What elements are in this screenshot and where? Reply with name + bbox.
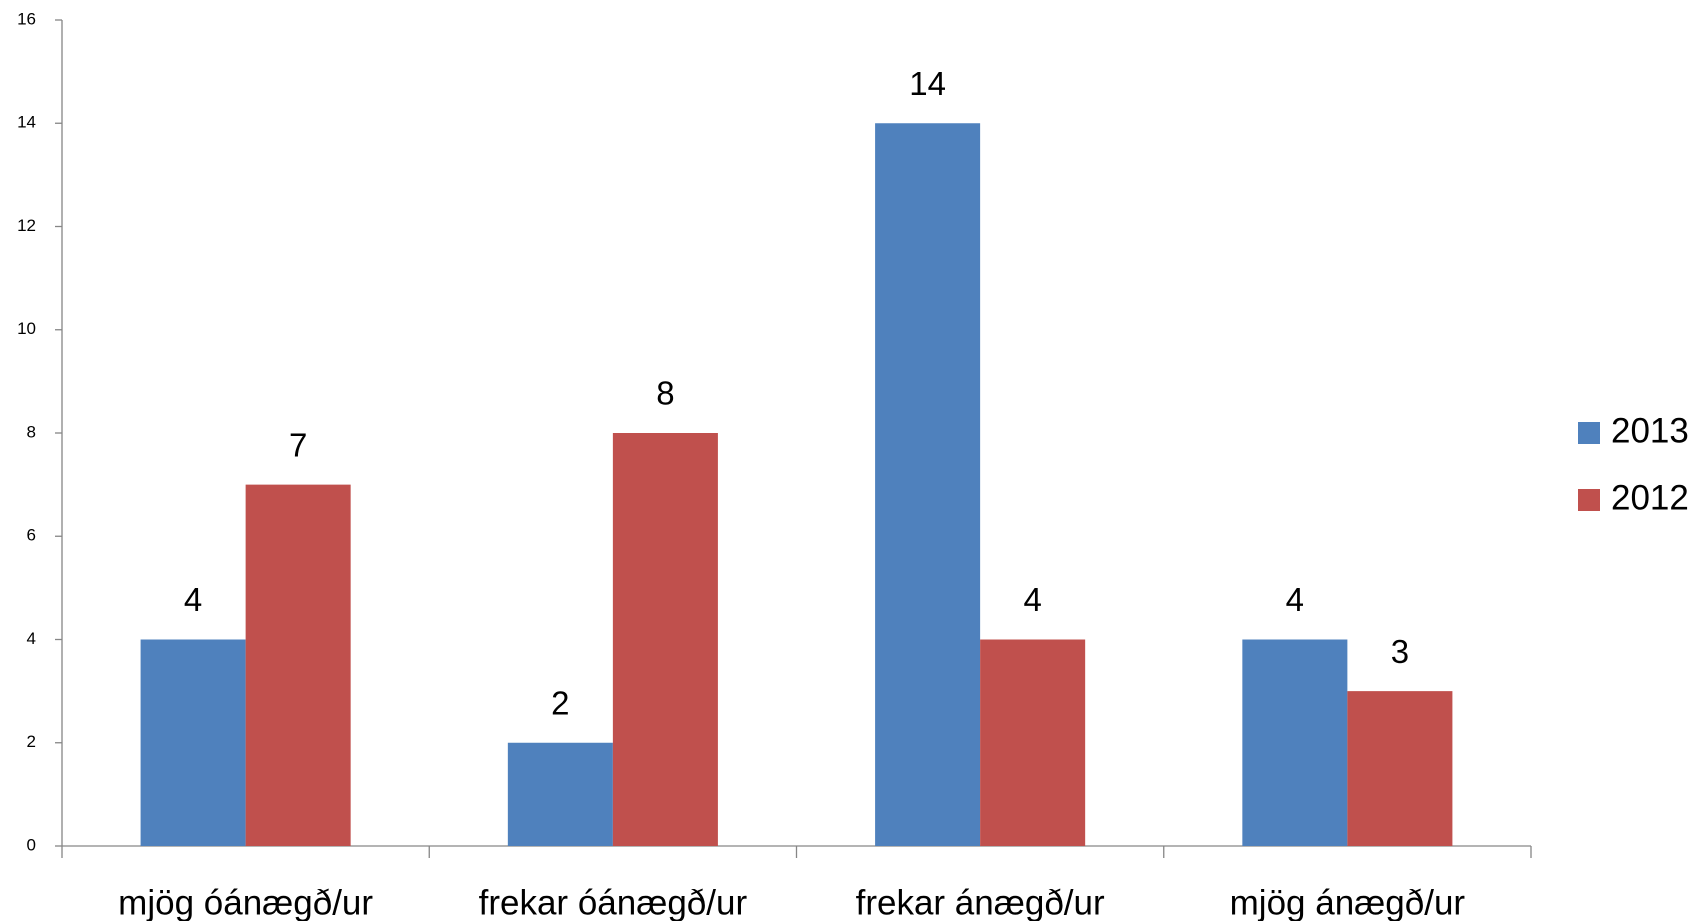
bar bbox=[612, 433, 718, 846]
bar bbox=[1347, 691, 1453, 846]
data-label: 4 bbox=[184, 581, 202, 618]
bar bbox=[980, 639, 1086, 846]
legend-label: 2013 bbox=[1611, 411, 1689, 450]
legend-swatch bbox=[1578, 489, 1600, 511]
legend-swatch bbox=[1578, 422, 1600, 444]
legend-label: 2012 bbox=[1611, 478, 1689, 517]
bar bbox=[875, 123, 981, 846]
bar bbox=[245, 484, 351, 846]
y-tick-label: 16 bbox=[17, 9, 36, 28]
y-tick-label: 2 bbox=[27, 732, 36, 751]
data-label: 2 bbox=[551, 684, 569, 721]
y-tick-label: 12 bbox=[17, 216, 36, 235]
data-label: 4 bbox=[1286, 581, 1304, 618]
y-tick-label: 0 bbox=[27, 835, 36, 854]
bar bbox=[1242, 639, 1348, 846]
bar bbox=[507, 742, 613, 846]
y-tick-label: 4 bbox=[27, 629, 36, 648]
data-label: 8 bbox=[656, 375, 674, 412]
x-tick-label: frekar ánægð/ur bbox=[856, 883, 1105, 921]
y-tick-label: 8 bbox=[27, 422, 36, 441]
data-label: 3 bbox=[1391, 633, 1409, 670]
bar bbox=[140, 639, 246, 846]
x-tick-label: mjög óánægð/ur bbox=[118, 883, 373, 921]
y-tick-label: 14 bbox=[17, 113, 36, 132]
x-tick-label: frekar óánægð/ur bbox=[479, 883, 748, 921]
data-label: 7 bbox=[289, 426, 307, 463]
data-label: 14 bbox=[909, 65, 946, 102]
x-tick-label: mjög ánægð/ur bbox=[1230, 883, 1466, 921]
y-tick-label: 10 bbox=[17, 319, 36, 338]
data-label: 4 bbox=[1023, 581, 1041, 618]
y-tick-label: 6 bbox=[27, 526, 36, 545]
